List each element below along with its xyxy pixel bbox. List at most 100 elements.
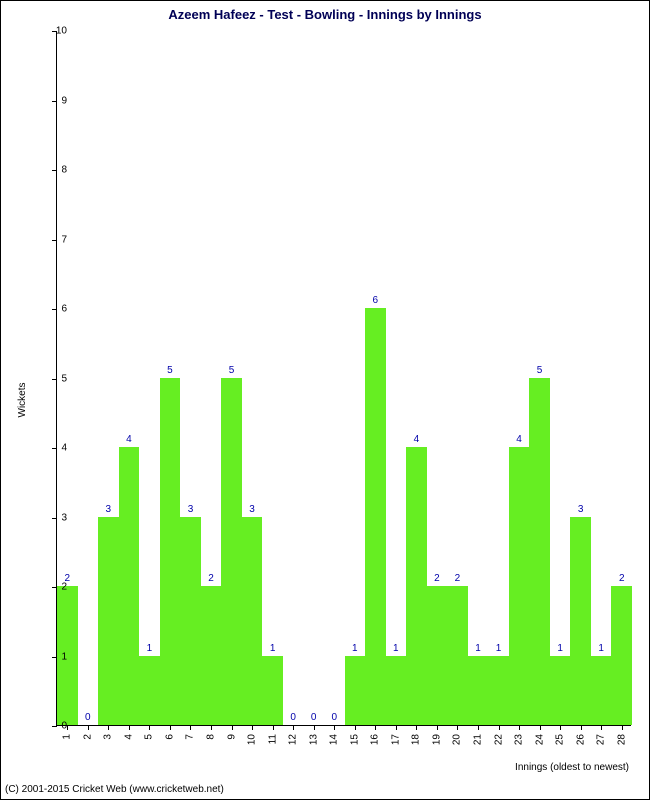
bar — [119, 447, 140, 725]
xtick-mark — [375, 725, 376, 730]
bar-value-label: 0 — [290, 712, 296, 723]
ytick-label: 2 — [61, 582, 67, 593]
bar — [529, 378, 550, 726]
bar-value-label: 3 — [188, 504, 194, 515]
xtick-label: 17 — [390, 734, 401, 745]
bar — [221, 378, 242, 726]
bar-value-label: 5 — [229, 365, 235, 376]
bar-value-label: 4 — [414, 434, 420, 445]
bar — [550, 656, 571, 726]
bar — [242, 517, 263, 726]
bar — [345, 656, 366, 726]
credit-text: (C) 2001-2015 Cricket Web (www.cricketwe… — [5, 784, 224, 795]
xtick-mark — [314, 725, 315, 730]
xtick-mark — [190, 725, 191, 730]
xtick-mark — [108, 725, 109, 730]
xtick-label: 25 — [555, 734, 566, 745]
ytick-label: 1 — [61, 651, 67, 662]
bar-value-label: 1 — [557, 643, 563, 654]
ytick-mark — [52, 448, 57, 449]
xtick-mark — [519, 725, 520, 730]
bar-value-label: 4 — [516, 434, 522, 445]
bar — [201, 586, 222, 725]
y-axis-label: Wickets — [17, 383, 28, 418]
bar — [447, 586, 468, 725]
ytick-label: 5 — [61, 373, 67, 384]
xtick-label: 2 — [82, 734, 93, 740]
ytick-label: 8 — [61, 165, 67, 176]
bar-value-label: 2 — [434, 573, 440, 584]
ytick-label: 7 — [61, 234, 67, 245]
xtick-label: 18 — [411, 734, 422, 745]
xtick-label: 15 — [349, 734, 360, 745]
bar — [406, 447, 427, 725]
bar-value-label: 3 — [249, 504, 255, 515]
bar-value-label: 5 — [537, 365, 543, 376]
bar-value-label: 2 — [208, 573, 214, 584]
xtick-mark — [396, 725, 397, 730]
bar-value-label: 1 — [475, 643, 481, 654]
bar-value-label: 5 — [167, 365, 173, 376]
plot-area: 2102334415563728593101110120130141156161… — [56, 31, 631, 726]
bar-value-label: 0 — [85, 712, 91, 723]
ytick-mark — [52, 518, 57, 519]
bar-value-label: 2 — [455, 573, 461, 584]
xtick-mark — [334, 725, 335, 730]
xtick-mark — [211, 725, 212, 730]
ytick-label: 6 — [61, 304, 67, 315]
bar — [570, 517, 591, 726]
xtick-label: 10 — [247, 734, 258, 745]
xtick-label: 12 — [288, 734, 299, 745]
xtick-label: 8 — [206, 734, 217, 740]
xtick-mark — [499, 725, 500, 730]
xtick-mark — [293, 725, 294, 730]
xtick-mark — [560, 725, 561, 730]
xtick-label: 1 — [62, 734, 73, 740]
bar — [386, 656, 407, 726]
xtick-mark — [581, 725, 582, 730]
xtick-label: 4 — [123, 734, 134, 740]
xtick-mark — [437, 725, 438, 730]
xtick-label: 28 — [616, 734, 627, 745]
bar-value-label: 4 — [126, 434, 132, 445]
xtick-label: 5 — [144, 734, 155, 740]
bar-value-label: 3 — [106, 504, 112, 515]
bar — [468, 656, 489, 726]
xtick-label: 9 — [226, 734, 237, 740]
xtick-mark — [457, 725, 458, 730]
xtick-mark — [252, 725, 253, 730]
xtick-label: 21 — [472, 734, 483, 745]
xtick-label: 6 — [164, 734, 175, 740]
xtick-label: 26 — [575, 734, 586, 745]
bar-value-label: 3 — [578, 504, 584, 515]
xtick-mark — [129, 725, 130, 730]
xtick-mark — [601, 725, 602, 730]
bar-value-label: 6 — [373, 295, 379, 306]
ytick-label: 4 — [61, 443, 67, 454]
xtick-mark — [540, 725, 541, 730]
xtick-mark — [149, 725, 150, 730]
xtick-label: 14 — [329, 734, 340, 745]
ytick-mark — [52, 101, 57, 102]
xtick-label: 11 — [267, 734, 278, 744]
bar — [611, 586, 632, 725]
bar — [488, 656, 509, 726]
xtick-mark — [88, 725, 89, 730]
bar-value-label: 1 — [598, 643, 604, 654]
ytick-label: 0 — [61, 721, 67, 732]
chart-container: Azeem Hafeez - Test - Bowling - Innings … — [0, 0, 650, 800]
bar-value-label: 0 — [311, 712, 317, 723]
xtick-label: 23 — [514, 734, 525, 745]
ytick-label: 3 — [61, 512, 67, 523]
bar-value-label: 2 — [619, 573, 625, 584]
xtick-mark — [622, 725, 623, 730]
chart-title: Azeem Hafeez - Test - Bowling - Innings … — [1, 7, 649, 22]
bar — [262, 656, 283, 726]
ytick-label: 9 — [61, 95, 67, 106]
xtick-mark — [232, 725, 233, 730]
bar — [427, 586, 448, 725]
bar — [591, 656, 612, 726]
ytick-mark — [52, 379, 57, 380]
xtick-mark — [416, 725, 417, 730]
bar — [139, 656, 160, 726]
